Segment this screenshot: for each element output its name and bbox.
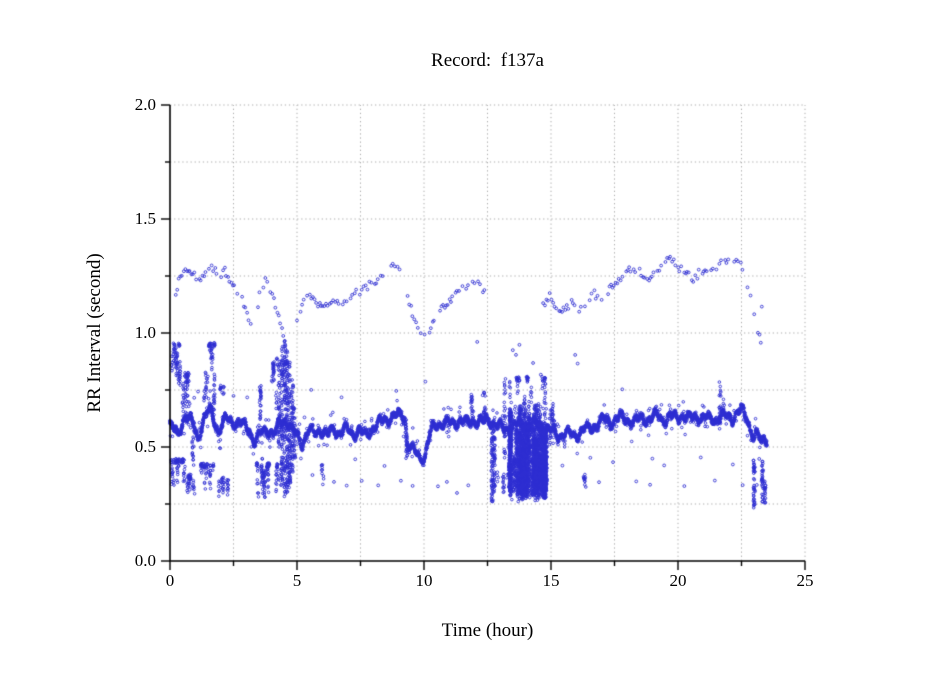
x-axis-title: Time (hour) bbox=[441, 620, 534, 641]
x-tick-label: 0 bbox=[165, 571, 175, 590]
y-tick-label: 2.0 bbox=[134, 95, 156, 114]
x-tick-label: 10 bbox=[415, 571, 433, 590]
y-axis-title: RR Interval (second) bbox=[84, 253, 105, 413]
x-tick-label: 5 bbox=[292, 571, 302, 590]
y-tick-label: 0.0 bbox=[134, 551, 156, 570]
x-tick-label: 15 bbox=[542, 571, 560, 590]
x-tick-label: 20 bbox=[669, 571, 687, 590]
y-tick-label: 1.0 bbox=[134, 323, 156, 342]
x-tick-label: 25 bbox=[796, 571, 814, 590]
chart-title: Record: f137a bbox=[431, 50, 544, 71]
y-tick-label: 0.5 bbox=[134, 437, 156, 456]
y-tick-label: 1.5 bbox=[134, 209, 156, 228]
